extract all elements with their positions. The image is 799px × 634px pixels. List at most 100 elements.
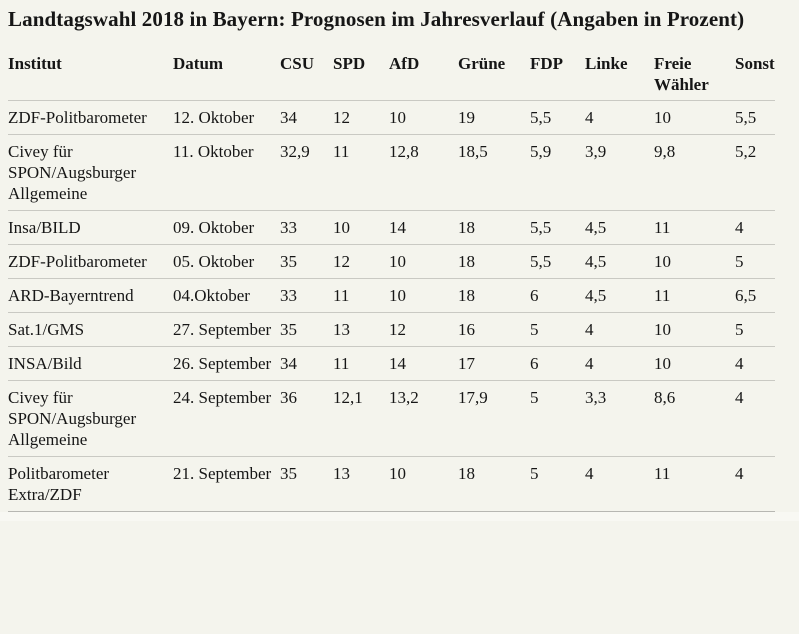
value-cell-freie-wähler: 10 xyxy=(654,100,735,135)
value-cell-sonst: 5,2 xyxy=(735,134,775,211)
value-cell-sonst: 5 xyxy=(735,244,775,279)
value-cell-fdp: 6 xyxy=(530,278,585,313)
institut-cell: Civey für SPON/Augsburger Allgemeine xyxy=(8,380,173,457)
value-cell-spd: 13 xyxy=(333,456,389,512)
value-cell-grüne: 18 xyxy=(458,210,530,245)
datum-cell: 12. Oktober xyxy=(173,100,280,135)
table-row: INSA/Bild 26. September 34 11 14 17 6 4 10 4 xyxy=(8,346,775,381)
value-cell-grüne: 18,5 xyxy=(458,134,530,211)
value-cell-csu: 34 xyxy=(280,346,333,381)
datum-cell: 04.Oktober xyxy=(173,278,280,313)
value-cell-fdp: 5 xyxy=(530,456,585,512)
value-cell-afd: 14 xyxy=(389,210,458,245)
header-row: Institut Datum CSU SPD AfD Grüne FDP Linke Freie… xyxy=(8,47,775,101)
column-header-sonst: Sonst xyxy=(735,47,775,101)
value-cell-fdp: 5,5 xyxy=(530,210,585,245)
bottom-strip xyxy=(0,512,799,521)
value-cell-afd: 12 xyxy=(389,312,458,347)
page-title: Landtagswahl 2018 in Bayern: Prognosen i… xyxy=(8,7,745,31)
column-header-spd: SPD xyxy=(333,47,389,101)
value-cell-grüne: 18 xyxy=(458,244,530,279)
column-header-freie-wähler: Freie Wähler xyxy=(654,47,735,101)
value-cell-sonst: 4 xyxy=(735,210,775,245)
column-header-fdp: FDP xyxy=(530,47,585,101)
value-cell-freie-wähler: 11 xyxy=(654,456,735,512)
value-cell-csu: 35 xyxy=(280,312,333,347)
table-row: ZDF-Politbarometer 12. Oktober 34 12 10 19 5,5… xyxy=(8,100,775,135)
column-header-grüne: Grüne xyxy=(458,47,530,101)
value-cell-freie-wähler: 9,8 xyxy=(654,134,735,211)
value-cell-grüne: 16 xyxy=(458,312,530,347)
value-cell-sonst: 4 xyxy=(735,456,775,512)
value-cell-linke: 4,5 xyxy=(585,210,654,245)
value-cell-linke: 3,3 xyxy=(585,380,654,457)
value-cell-spd: 12,1 xyxy=(333,380,389,457)
table-body: ZDF-Politbarometer 12. Oktober 34 12 10 19 5,5… xyxy=(8,100,775,512)
table-row: Civey für SPON/Augsburger Allgemeine 11. … xyxy=(8,134,775,211)
value-cell-csu: 34 xyxy=(280,100,333,135)
value-cell-afd: 12,8 xyxy=(389,134,458,211)
value-cell-grüne: 18 xyxy=(458,456,530,512)
column-header-institut: Institut xyxy=(8,47,173,101)
datum-cell: 05. Oktober xyxy=(173,244,280,279)
value-cell-linke: 4 xyxy=(585,312,654,347)
value-cell-fdp: 5,5 xyxy=(530,100,585,135)
value-cell-grüne: 17,9 xyxy=(458,380,530,457)
table-header: Institut Datum CSU SPD AfD Grüne FDP Linke Freie… xyxy=(8,47,775,101)
institut-cell: ZDF-Politbarometer xyxy=(8,100,173,135)
value-cell-sonst: 4 xyxy=(735,346,775,381)
table-row: ARD-Bayerntrend 04.Oktober 33 11 10 18 6 4,5 11 6… xyxy=(8,278,775,313)
value-cell-freie-wähler: 10 xyxy=(654,244,735,279)
datum-cell: 09. Oktober xyxy=(173,210,280,245)
institut-cell: Sat.1/GMS xyxy=(8,312,173,347)
value-cell-freie-wähler: 8,6 xyxy=(654,380,735,457)
value-cell-spd: 13 xyxy=(333,312,389,347)
value-cell-linke: 4,5 xyxy=(585,278,654,313)
value-cell-afd: 14 xyxy=(389,346,458,381)
value-cell-freie-wähler: 11 xyxy=(654,210,735,245)
value-cell-grüne: 19 xyxy=(458,100,530,135)
table-row: Insa/BILD 09. Oktober 33 10 14 18 5,5 4,5 11 4 xyxy=(8,210,775,245)
value-cell-spd: 12 xyxy=(333,100,389,135)
value-cell-freie-wähler: 11 xyxy=(654,278,735,313)
prognosen-table: Institut Datum CSU SPD AfD Grüne FDP Linke Freie… xyxy=(8,47,775,512)
value-cell-spd: 11 xyxy=(333,346,389,381)
value-cell-linke: 4,5 xyxy=(585,244,654,279)
value-cell-grüne: 18 xyxy=(458,278,530,313)
institut-cell: INSA/Bild xyxy=(8,346,173,381)
value-cell-fdp: 5,9 xyxy=(530,134,585,211)
value-cell-afd: 10 xyxy=(389,244,458,279)
value-cell-sonst: 6,5 xyxy=(735,278,775,313)
value-cell-linke: 3,9 xyxy=(585,134,654,211)
value-cell-grüne: 17 xyxy=(458,346,530,381)
column-header-csu: CSU xyxy=(280,47,333,101)
value-cell-sonst: 5,5 xyxy=(735,100,775,135)
institut-cell: Civey für SPON/Augsburger Allgemeine xyxy=(8,134,173,211)
value-cell-afd: 10 xyxy=(389,100,458,135)
institut-cell: Politbarometer Extra/ZDF xyxy=(8,456,173,512)
value-cell-csu: 33 xyxy=(280,210,333,245)
value-cell-csu: 35 xyxy=(280,456,333,512)
value-cell-csu: 36 xyxy=(280,380,333,457)
datum-cell: 26. September xyxy=(173,346,280,381)
value-cell-afd: 13,2 xyxy=(389,380,458,457)
datum-cell: 21. September xyxy=(173,456,280,512)
column-header-linke: Linke xyxy=(585,47,654,101)
value-cell-fdp: 5 xyxy=(530,312,585,347)
value-cell-freie-wähler: 10 xyxy=(654,312,735,347)
value-cell-afd: 10 xyxy=(389,278,458,313)
column-header-datum: Datum xyxy=(173,47,280,101)
table-row: Politbarometer Extra/ZDF 21. September 35 1… xyxy=(8,456,775,512)
value-cell-csu: 35 xyxy=(280,244,333,279)
value-cell-afd: 10 xyxy=(389,456,458,512)
column-header-afd: AfD xyxy=(389,47,458,101)
table-row: Sat.1/GMS 27. September 35 13 12 16 5 4 10 5 xyxy=(8,312,775,347)
value-cell-linke: 4 xyxy=(585,456,654,512)
value-cell-fdp: 6 xyxy=(530,346,585,381)
value-cell-csu: 32,9 xyxy=(280,134,333,211)
value-cell-spd: 10 xyxy=(333,210,389,245)
value-cell-linke: 4 xyxy=(585,100,654,135)
value-cell-spd: 12 xyxy=(333,244,389,279)
value-cell-spd: 11 xyxy=(333,134,389,211)
value-cell-freie-wähler: 10 xyxy=(654,346,735,381)
